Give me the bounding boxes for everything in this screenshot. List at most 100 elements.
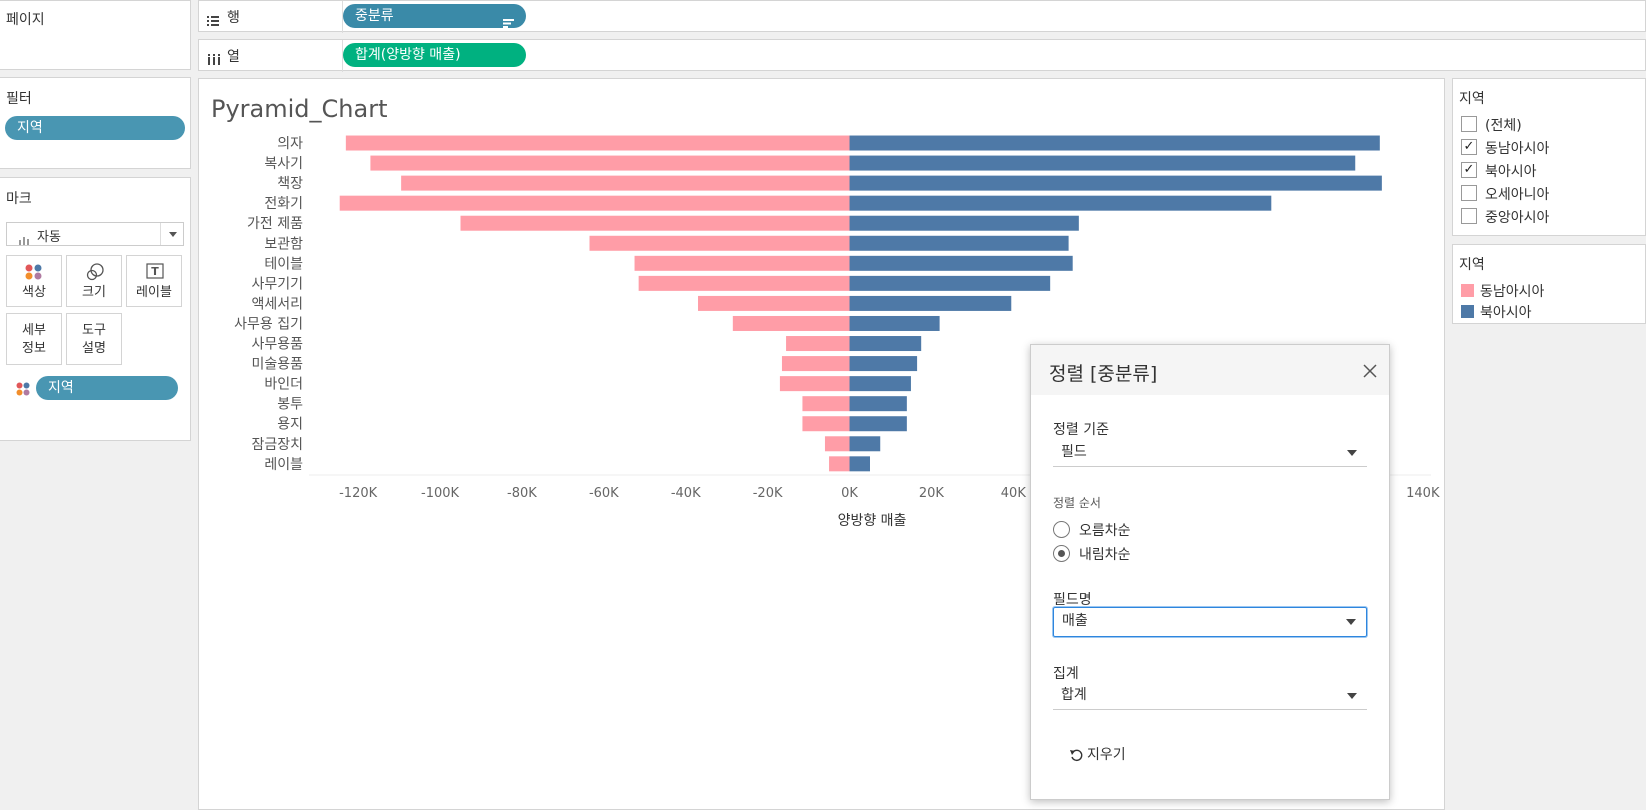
x-tick-label: 0K: [841, 486, 858, 501]
bar[interactable]: [849, 456, 870, 472]
rows-shelf[interactable]: 행 중분류: [198, 0, 1646, 33]
bar[interactable]: [638, 275, 850, 291]
bar[interactable]: [829, 456, 850, 472]
filter-option[interactable]: ✓ 동남아시아: [1461, 138, 1637, 158]
checkbox-icon[interactable]: [1461, 208, 1477, 224]
legend-item[interactable]: 북아시아: [1461, 302, 1637, 322]
color-button[interactable]: 색상: [6, 255, 62, 307]
bar[interactable]: [849, 135, 1380, 151]
bar[interactable]: [849, 175, 1382, 191]
sort-by-dropdown[interactable]: 필드: [1053, 439, 1367, 467]
category-label: 용지: [277, 417, 303, 433]
label-button[interactable]: T 레이블: [126, 255, 182, 307]
checkbox-checked-icon[interactable]: ✓: [1461, 139, 1477, 155]
bar[interactable]: [732, 315, 850, 331]
filter-option-label: 오세아니아: [1485, 187, 1550, 203]
bar-chart-icon: [19, 230, 29, 245]
mark-type-dropdown[interactable]: 자동: [6, 222, 184, 246]
bar[interactable]: [779, 376, 850, 392]
bar[interactable]: [781, 356, 850, 372]
filters-panel[interactable]: 필터 지역: [0, 77, 191, 169]
filter-option-label: 중앙아시아: [1485, 210, 1550, 226]
size-button[interactable]: 크기: [66, 255, 122, 307]
legend-label: 북아시아: [1480, 305, 1532, 321]
bar[interactable]: [460, 215, 850, 231]
category-label: 테이블: [264, 256, 303, 272]
category-label: 사무기기: [251, 276, 303, 292]
aggregation-dropdown[interactable]: 합계: [1053, 682, 1367, 710]
category-label: 레이블: [264, 457, 303, 473]
bar[interactable]: [802, 416, 850, 432]
bar[interactable]: [589, 235, 850, 251]
category-label: 사무용 집기: [234, 316, 303, 332]
bar[interactable]: [849, 416, 907, 432]
aggregation-label: 집계: [1053, 666, 1079, 682]
left-bottom-panel: [0, 449, 191, 809]
legend-item[interactable]: 동남아시아: [1461, 281, 1637, 301]
pages-title: 페이지: [6, 12, 45, 28]
checkbox-icon[interactable]: [1461, 185, 1477, 201]
bar[interactable]: [824, 436, 850, 452]
checkbox-checked-icon[interactable]: ✓: [1461, 162, 1477, 178]
chart-title: Pyramid_Chart: [211, 95, 387, 123]
legend-swatch: [1461, 305, 1474, 318]
color-dots-icon: [16, 381, 30, 400]
filter-pill-region[interactable]: 지역: [5, 116, 185, 140]
category-label: 액세서리: [251, 296, 303, 312]
columns-pill-sales[interactable]: 합계(양방향 매출): [343, 43, 526, 67]
marks-panel: 마크 자동 색상 크기 T 레이블 세부 정보 도구 설명 지역: [0, 177, 191, 441]
bar[interactable]: [849, 255, 1073, 271]
bar[interactable]: [370, 155, 850, 171]
bar[interactable]: [849, 155, 1356, 171]
bar[interactable]: [849, 336, 922, 352]
tooltip-button[interactable]: 도구 설명: [66, 313, 122, 365]
filter-option-label: 북아시아: [1485, 164, 1537, 180]
x-tick-label: -100K: [421, 486, 460, 501]
rows-label: 행: [227, 10, 240, 26]
bar[interactable]: [849, 195, 1272, 211]
columns-shelf[interactable]: 열 합계(양방향 매출): [198, 39, 1646, 72]
filter-option[interactable]: 중앙아시아: [1461, 207, 1637, 227]
filter-option[interactable]: 오세아니아: [1461, 184, 1637, 204]
bar[interactable]: [802, 396, 850, 412]
close-icon[interactable]: [1363, 363, 1377, 378]
checkbox-icon[interactable]: [1461, 116, 1477, 132]
bar[interactable]: [849, 295, 1012, 311]
field-name-dropdown[interactable]: 매출: [1053, 607, 1367, 637]
radio-ascending-circle: [1053, 521, 1070, 538]
bar[interactable]: [849, 275, 1051, 291]
bar[interactable]: [849, 396, 907, 412]
color-pill-region[interactable]: 지역: [36, 376, 178, 400]
filter-option[interactable]: (전체): [1461, 115, 1637, 135]
bar[interactable]: [698, 295, 850, 311]
bar[interactable]: [345, 135, 850, 151]
bar[interactable]: [786, 336, 850, 352]
bar[interactable]: [849, 436, 881, 452]
bar[interactable]: [849, 215, 1079, 231]
bar[interactable]: [849, 235, 1069, 251]
field-name-value: 매출: [1062, 613, 1088, 629]
marks-title: 마크: [6, 191, 32, 207]
text-icon: T: [146, 263, 164, 283]
bar[interactable]: [849, 356, 918, 372]
sort-by-label: 정렬 기준: [1053, 422, 1109, 438]
radio-ascending[interactable]: 오름차순: [1053, 519, 1213, 541]
radio-descending[interactable]: 내림차순: [1053, 543, 1213, 565]
bar[interactable]: [849, 376, 911, 392]
pages-panel[interactable]: 페이지: [0, 0, 191, 70]
legend-title: 지역: [1459, 257, 1485, 273]
field-name-label: 필드명: [1053, 592, 1092, 608]
category-label: 보관함: [264, 236, 303, 252]
bar[interactable]: [339, 195, 850, 211]
filters-title: 필터: [6, 91, 32, 107]
rows-pill-subcategory[interactable]: 중분류: [343, 4, 526, 28]
legend-swatch: [1461, 284, 1474, 297]
category-label: 미술용품: [251, 357, 303, 373]
bar[interactable]: [634, 255, 850, 271]
bar[interactable]: [849, 315, 940, 331]
detail-button[interactable]: 세부 정보: [6, 313, 62, 365]
bar[interactable]: [401, 175, 850, 191]
filter-option[interactable]: ✓ 북아시아: [1461, 161, 1637, 181]
clear-button[interactable]: 지우기: [1063, 741, 1153, 767]
descending-label: 내림차순: [1079, 547, 1131, 563]
